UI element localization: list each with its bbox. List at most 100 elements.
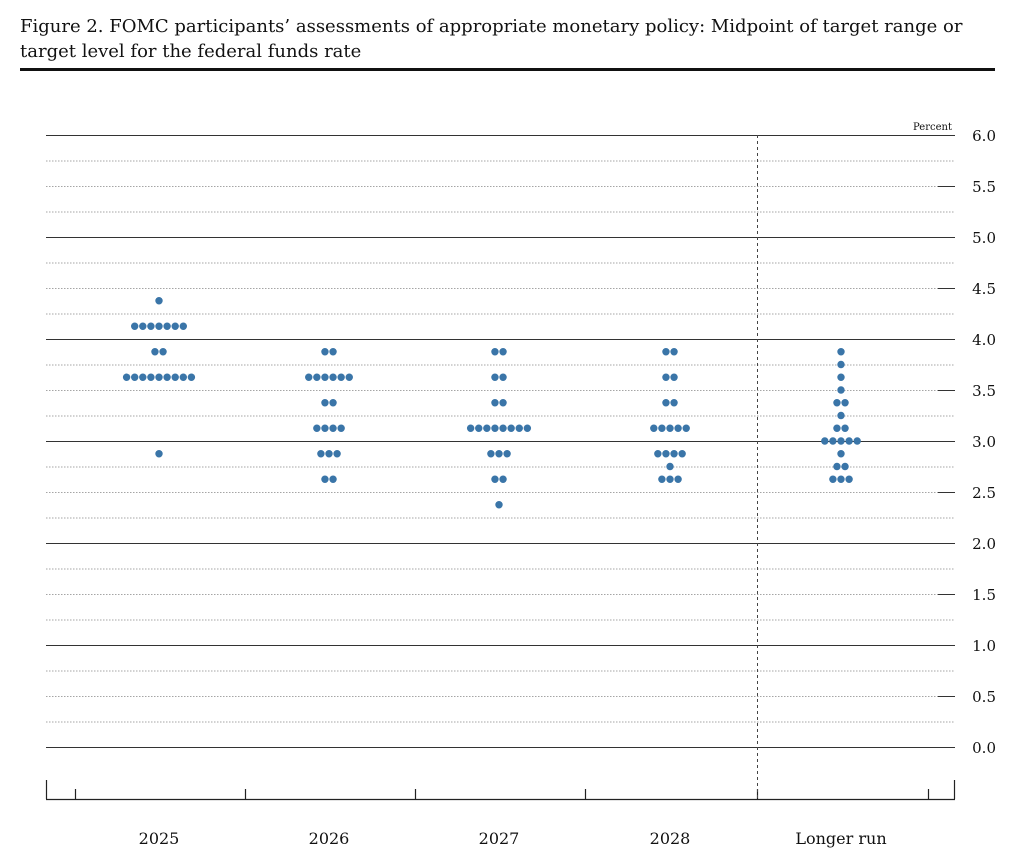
dot-point bbox=[833, 462, 841, 471]
dot-point bbox=[499, 348, 507, 356]
dot-point bbox=[313, 424, 321, 432]
dot-point bbox=[658, 475, 666, 483]
dot-point bbox=[837, 475, 845, 483]
dot-point bbox=[662, 450, 670, 458]
dot-point bbox=[662, 348, 670, 356]
dot-point bbox=[507, 424, 515, 432]
dot-point bbox=[837, 450, 845, 458]
dot-point bbox=[329, 373, 337, 381]
dot-point bbox=[503, 450, 511, 458]
dot-point bbox=[305, 373, 313, 381]
figure-title: Figure 2. FOMC participants’ assessments… bbox=[20, 16, 963, 62]
dot-point bbox=[670, 348, 678, 356]
y-tick-label: 5.0 bbox=[972, 229, 996, 247]
dot-point bbox=[325, 450, 333, 458]
dot-point bbox=[122, 373, 131, 381]
dot-point bbox=[179, 322, 187, 330]
dot-point bbox=[662, 399, 670, 407]
dot-point bbox=[147, 373, 155, 381]
dot-point bbox=[829, 475, 837, 483]
dot-point bbox=[833, 399, 841, 407]
dot-point bbox=[841, 462, 849, 471]
dot-point bbox=[650, 424, 658, 432]
y-tick-label: 4.5 bbox=[972, 280, 996, 298]
dot-point bbox=[670, 399, 678, 407]
x-category-label: 2026 bbox=[309, 829, 350, 848]
x-category-label: 2028 bbox=[650, 829, 691, 848]
dot-point bbox=[662, 373, 670, 381]
dot-point bbox=[187, 373, 196, 381]
y-tick-label: 0.5 bbox=[972, 688, 996, 706]
dot-point bbox=[837, 360, 845, 369]
x-category-label: 2027 bbox=[479, 829, 520, 848]
dot-point bbox=[139, 373, 147, 381]
y-tick-label: 2.5 bbox=[972, 484, 996, 502]
dot-point bbox=[131, 373, 139, 381]
dot-point bbox=[155, 373, 163, 381]
dot-point bbox=[151, 348, 159, 356]
dot-point bbox=[155, 450, 163, 458]
dot-point bbox=[491, 348, 499, 356]
dot-point bbox=[841, 424, 849, 432]
dot-point bbox=[337, 373, 345, 381]
dot-point bbox=[483, 424, 491, 432]
title-rule bbox=[20, 68, 995, 71]
dot-point bbox=[666, 462, 674, 471]
dot-point bbox=[329, 424, 337, 432]
dot-point bbox=[337, 424, 345, 432]
dot-point bbox=[491, 424, 499, 432]
dot-point bbox=[845, 475, 853, 483]
dot-point bbox=[163, 373, 171, 381]
y-tick-label: 3.0 bbox=[972, 433, 996, 451]
dot-point bbox=[171, 373, 179, 381]
dot-point bbox=[491, 475, 499, 483]
dot-point bbox=[499, 475, 507, 483]
dot-point bbox=[345, 373, 353, 381]
dot-point bbox=[682, 424, 690, 432]
dot-point bbox=[329, 475, 337, 483]
dot-point bbox=[495, 450, 503, 458]
dot-point bbox=[523, 424, 532, 432]
dot-point bbox=[333, 450, 341, 458]
dot-point bbox=[670, 373, 678, 381]
dot-point bbox=[321, 373, 329, 381]
dot-point bbox=[837, 411, 845, 420]
dot-point bbox=[853, 437, 861, 445]
dot-point bbox=[666, 475, 674, 483]
dot-point bbox=[491, 373, 499, 381]
dot-point bbox=[499, 373, 507, 381]
y-tick-label: 1.5 bbox=[972, 586, 996, 604]
dot-point bbox=[845, 437, 853, 445]
dot-point bbox=[321, 424, 329, 432]
dot-point bbox=[837, 437, 845, 445]
y-unit-label: Percent bbox=[913, 122, 952, 133]
dot-point bbox=[313, 373, 321, 381]
x-category-label: 2025 bbox=[139, 829, 180, 848]
dot-point bbox=[487, 450, 495, 458]
dot-point bbox=[163, 322, 171, 330]
y-tick-label: 6.0 bbox=[972, 127, 996, 145]
dot-point bbox=[658, 424, 666, 432]
dot-point bbox=[674, 475, 682, 483]
dot-point bbox=[155, 297, 163, 305]
dot-point bbox=[131, 322, 139, 330]
dot-point bbox=[499, 399, 507, 407]
dot-point bbox=[678, 450, 686, 458]
y-tick-label: 5.5 bbox=[972, 178, 996, 196]
y-tick-label: 2.0 bbox=[972, 535, 996, 553]
dot-point bbox=[821, 437, 829, 445]
dot-point bbox=[466, 424, 475, 432]
dot-point bbox=[829, 437, 837, 445]
y-tick-label: 3.5 bbox=[972, 382, 996, 400]
dot-point bbox=[837, 373, 845, 381]
dot-point bbox=[833, 424, 841, 432]
y-tick-label: 4.0 bbox=[972, 331, 996, 349]
dot-point bbox=[837, 348, 845, 356]
dot-point bbox=[670, 450, 678, 458]
dot-point bbox=[329, 348, 337, 356]
dot-point bbox=[321, 399, 329, 407]
y-tick-label: 0.0 bbox=[972, 739, 996, 757]
dot-point bbox=[837, 386, 845, 394]
dot-point bbox=[171, 322, 179, 330]
dot-point bbox=[495, 501, 503, 509]
